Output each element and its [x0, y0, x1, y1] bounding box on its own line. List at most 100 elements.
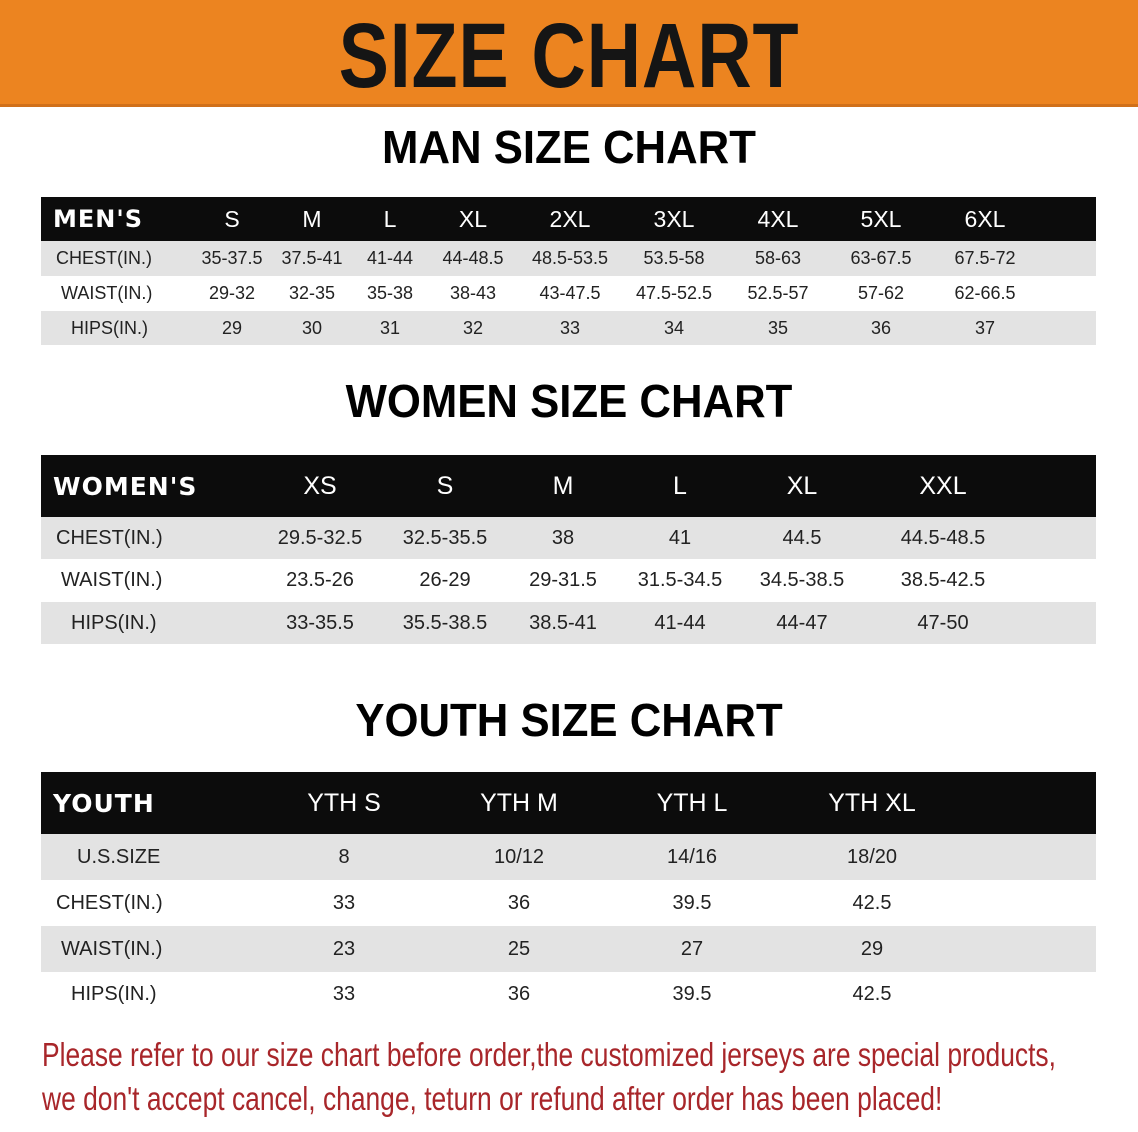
table-cell: 48.5-53.5: [531, 248, 609, 268]
table-cell: 35: [767, 317, 789, 338]
youth-size-table: YOUTH YTH S YTH M YTH L YTH XL U.S.SIZE 8 10/12…: [41, 772, 1096, 1017]
youth-header-label: YOUTH: [53, 788, 155, 818]
table-cell: 47-50: [917, 611, 969, 634]
table-cell: 52.5-57: [747, 283, 809, 303]
table-row: WAIST(IN.) 23.5-26 26-29 29-31.5 31.5-34.5 34…: [41, 559, 1096, 602]
measurement-label: HIPS(IN.): [71, 611, 157, 634]
footer-notice-line1: Please refer to our size chart before or…: [42, 1036, 1056, 1073]
size-header-cell: XL: [786, 471, 818, 500]
women-header-row: WOMEN'S XS S M L XL XXL: [41, 455, 1096, 517]
table-cell: 32-35: [288, 283, 336, 303]
size-header-cell: XS: [303, 471, 337, 500]
size-header-cell: 4XL: [757, 205, 799, 232]
table-cell: 23: [332, 937, 356, 960]
table-cell: 18/20: [846, 845, 898, 868]
size-header-cell: YTH XL: [828, 788, 916, 817]
table-cell: 8: [338, 845, 350, 868]
size-header-cell: XL: [458, 205, 488, 232]
men-header-row: MEN'S S M L XL 2XL 3XL 4XL 5XL 6XL: [41, 197, 1096, 241]
measurement-label: CHEST(IN.): [56, 891, 163, 914]
size-header-cell: YTH S: [307, 788, 381, 817]
table-cell: 10/12: [493, 845, 545, 868]
size-header-cell: S: [224, 205, 240, 232]
table-cell: 27: [680, 937, 704, 960]
table-cell: 29: [860, 937, 884, 960]
table-cell: 62-66.5: [954, 283, 1016, 303]
table-cell: 44.5-48.5: [900, 526, 986, 549]
table-cell: 39.5: [672, 983, 712, 1005]
table-cell: 36: [507, 891, 531, 914]
men-header-label: MEN'S: [53, 205, 143, 233]
table-cell: 23.5-26: [286, 569, 354, 591]
table-cell: 63-67.5: [850, 248, 912, 268]
table-cell: 36: [507, 983, 531, 1005]
table-cell: 42.5: [852, 891, 892, 914]
size-header-cell: 5XL: [860, 205, 902, 232]
table-cell: 53.5-58: [643, 248, 705, 268]
size-header-cell: XXL: [919, 471, 967, 500]
table-cell: 34: [663, 317, 685, 338]
measurement-label: WAIST(IN.): [61, 283, 153, 303]
table-cell: 37.5-41: [281, 248, 343, 268]
size-header-cell: 3XL: [653, 205, 695, 232]
women-section-title: WOMEN SIZE CHART: [345, 375, 793, 427]
size-header-cell: L: [673, 471, 687, 500]
table-cell: 33: [332, 983, 356, 1005]
table-cell: 43-47.5: [539, 283, 601, 303]
measurement-label: CHEST(IN.): [56, 526, 163, 549]
table-cell: 25: [507, 937, 531, 960]
table-cell: 14/16: [666, 845, 718, 868]
size-header-cell: YTH M: [480, 788, 558, 817]
men-size-table: MEN'S S M L XL 2XL 3XL 4XL 5XL 6XL CHEST(IN.) 35-37…: [41, 197, 1096, 345]
table-row: CHEST(IN.) 29.5-32.5 32.5-35.5 38 41 44.5 44.5…: [41, 517, 1096, 559]
table-cell: 33: [332, 891, 356, 914]
youth-header-row: YOUTH YTH S YTH M YTH L YTH XL: [41, 772, 1096, 834]
table-cell: 44.5: [782, 526, 822, 549]
table-row: HIPS(IN.) 33-35.5 35.5-38.5 38.5-41 41-44 44-…: [41, 602, 1096, 644]
table-cell: 31.5-34.5: [637, 569, 723, 591]
measurement-label: U.S.SIZE: [77, 845, 161, 868]
table-cell: 29-31.5: [529, 569, 597, 591]
table-cell: 29: [221, 317, 243, 338]
table-cell: 32.5-35.5: [402, 526, 488, 549]
table-row: HIPS(IN.) 33 36 39.5 42.5: [41, 972, 1096, 1017]
size-header-cell: S: [436, 471, 454, 500]
table-cell: 29.5-32.5: [277, 526, 363, 549]
table-row: CHEST(IN.) 33 36 39.5 42.5: [41, 880, 1096, 926]
table-cell: 38-43: [449, 283, 497, 303]
table-cell: 29-32: [208, 283, 256, 303]
table-cell: 38: [551, 526, 575, 549]
size-header-cell: L: [383, 205, 397, 232]
table-cell: 36: [870, 317, 892, 338]
table-cell: 41-44: [366, 248, 414, 268]
women-size-table: WOMEN'S XS S M L XL XXL CHEST(IN.) 29.5-32.5 32.5…: [41, 455, 1096, 644]
table-cell: 33: [559, 317, 581, 338]
table-cell: 26-29: [419, 569, 471, 591]
table-cell: 42.5: [852, 983, 892, 1005]
men-section-title: MAN SIZE CHART: [382, 121, 756, 173]
size-header-cell: 6XL: [964, 205, 1006, 232]
table-cell: 33-35.5: [286, 611, 354, 634]
measurement-label: WAIST(IN.): [61, 937, 163, 960]
table-cell: 34.5-38.5: [759, 569, 845, 591]
banner-title: SIZE CHART: [338, 5, 800, 107]
size-header-cell: M: [302, 205, 322, 232]
table-cell: 35-37.5: [201, 248, 263, 268]
women-header-label: WOMEN'S: [53, 471, 198, 501]
table-cell: 41-44: [654, 611, 706, 634]
table-cell: 67.5-72: [954, 248, 1016, 268]
measurement-label: HIPS(IN.): [71, 317, 149, 338]
footer-notice-line2: we don't accept cancel, change, teturn o…: [42, 1080, 943, 1117]
size-header-cell: 2XL: [549, 205, 591, 232]
measurement-label: HIPS(IN.): [71, 983, 157, 1005]
size-header-cell: YTH L: [656, 788, 728, 817]
table-cell: 47.5-52.5: [635, 283, 713, 303]
table-cell: 32: [462, 317, 484, 338]
table-cell: 44-48.5: [442, 248, 504, 268]
size-chart-banner: SIZE CHART: [0, 0, 1138, 107]
size-header-cell: M: [552, 471, 574, 500]
table-cell: 39.5: [672, 891, 712, 914]
table-cell: 37: [974, 317, 996, 338]
table-cell: 58-63: [754, 248, 802, 268]
measurement-label: CHEST(IN.): [56, 248, 152, 268]
